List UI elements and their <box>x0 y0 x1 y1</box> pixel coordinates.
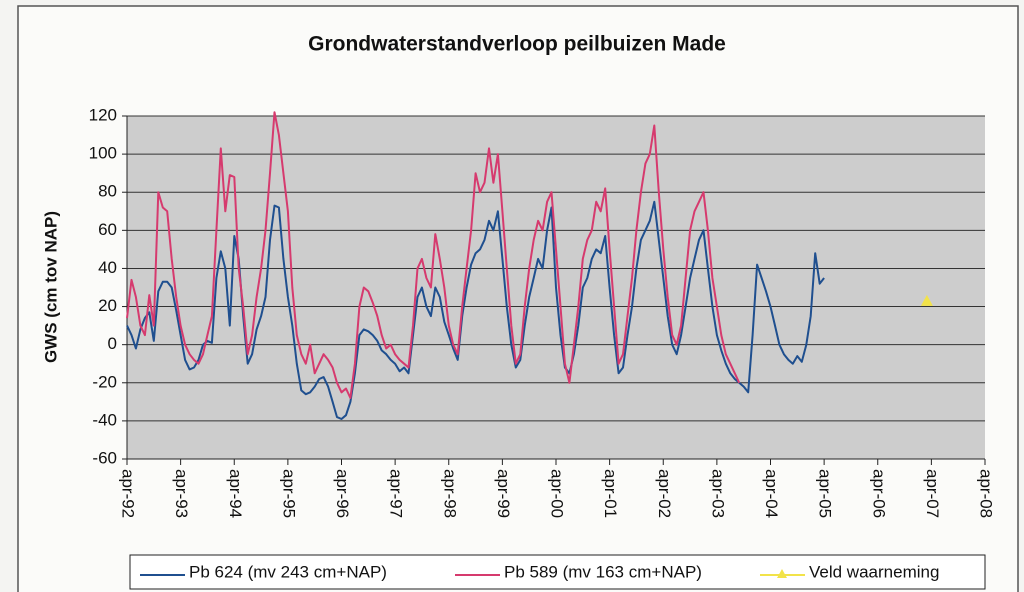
x-tick-label: apr-99 <box>494 469 513 518</box>
legend-marker <box>777 569 787 578</box>
y-tick-label: -40 <box>92 410 117 429</box>
y-tick-label: 20 <box>98 296 117 315</box>
legend-label: Pb 589 (mv 163 cm+NAP) <box>504 562 702 581</box>
y-tick-label: 40 <box>98 258 117 277</box>
y-tick-label: 0 <box>108 334 117 353</box>
x-tick-label: apr-98 <box>440 469 459 518</box>
y-tick-label: 100 <box>89 144 117 163</box>
x-tick-label: apr-02 <box>655 469 674 518</box>
x-tick-label: apr-01 <box>601 469 620 518</box>
legend-box <box>129 554 986 590</box>
x-tick-label: apr-95 <box>279 469 298 518</box>
x-tick-label: apr-08 <box>977 469 996 518</box>
x-tick-label: apr-00 <box>548 469 567 518</box>
x-tick-label: apr-04 <box>762 469 781 518</box>
y-axis-label: GWS (cm tov NAP) <box>41 211 60 363</box>
y-tick-label: 60 <box>98 220 117 239</box>
y-tick-label: -20 <box>92 372 117 391</box>
x-tick-label: apr-06 <box>869 469 888 518</box>
legend-label: Pb 624 (mv 243 cm+NAP) <box>189 562 387 581</box>
x-tick-label: apr-05 <box>816 469 835 518</box>
x-tick-label: apr-93 <box>172 469 191 518</box>
x-tick-label: apr-94 <box>226 469 245 518</box>
legend-label: Veld waarneming <box>809 562 939 581</box>
x-tick-label: apr-92 <box>119 469 138 518</box>
marker <box>920 294 933 306</box>
y-tick-label: 120 <box>89 105 117 124</box>
chart-title: Grondwaterstandverloop peilbuizen Made <box>308 33 726 56</box>
x-tick-label: apr-97 <box>387 469 406 518</box>
x-tick-label: apr-07 <box>923 469 942 518</box>
y-tick-label: 80 <box>98 182 117 201</box>
x-tick-label: apr-03 <box>708 469 727 518</box>
x-tick-label: apr-96 <box>333 469 352 518</box>
data-line <box>126 111 741 399</box>
y-tick-label: -60 <box>92 448 117 467</box>
